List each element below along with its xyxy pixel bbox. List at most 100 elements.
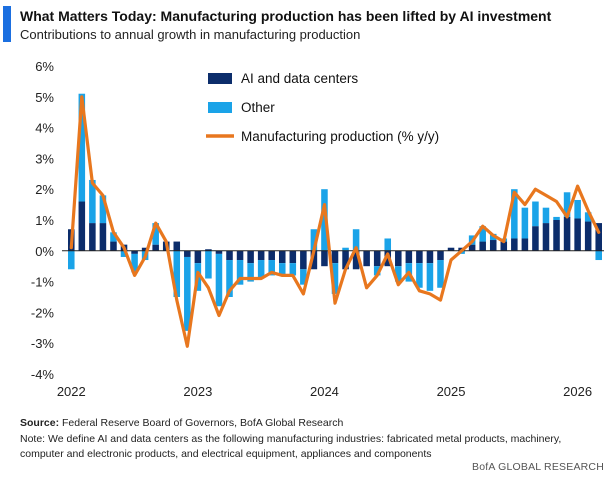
bar-ai [352, 250, 360, 270]
bar-other [68, 250, 75, 270]
bar-ai [236, 250, 244, 261]
bar-other [226, 260, 233, 297]
bar-other [352, 229, 360, 251]
bar-other [120, 250, 128, 257]
bar-other [289, 263, 297, 276]
x-tick-label: 2023 [183, 384, 212, 399]
bar-other [542, 207, 550, 224]
bar-other [268, 260, 275, 276]
bar-ai [553, 220, 560, 251]
production-line [69, 95, 601, 348]
bar-ai [289, 250, 297, 264]
bar-ai [78, 201, 86, 251]
legend-swatch-ai [208, 73, 232, 84]
bar-ai [205, 249, 212, 251]
bar-other [532, 201, 539, 227]
bar-other [395, 266, 402, 282]
legend-label-line: Manufacturing production (% y/y) [241, 129, 439, 144]
bar-ai [373, 250, 381, 267]
footnote: Note: We define AI and data centers as t… [20, 433, 562, 460]
bar-ai [321, 250, 328, 267]
y-tick-label: 0% [35, 244, 54, 259]
bar-other [511, 189, 518, 239]
bar-other [521, 207, 529, 239]
y-tick-label: 6% [35, 59, 54, 74]
bar-ai [268, 250, 275, 261]
legend: AI and data centers Other Manufacturing … [206, 71, 439, 144]
bar-ai [152, 244, 159, 251]
bar-ai [89, 223, 96, 251]
bar-other [184, 256, 191, 331]
bar-other [152, 223, 159, 245]
bar-other [384, 238, 392, 251]
bar-other [416, 263, 423, 288]
y-tick-label: -2% [31, 305, 55, 320]
bar-other [173, 250, 181, 297]
bar-ai [521, 238, 529, 251]
bar-other [300, 269, 307, 285]
bar-ai [426, 250, 434, 264]
bar-ai [489, 240, 497, 251]
bar-other [131, 253, 138, 273]
bar-ai [405, 250, 413, 264]
bar-ai [500, 241, 508, 251]
bar-other [584, 212, 592, 222]
legend-label-ai: AI and data centers [241, 71, 358, 86]
bar-ai [310, 250, 318, 270]
bar-ai [184, 250, 191, 257]
bar-ai [141, 247, 149, 251]
brand-label: BofA GLOBAL RESEARCH [472, 461, 604, 473]
bar-ai [278, 250, 286, 264]
bar-other [574, 199, 581, 219]
bar-other [479, 226, 486, 242]
x-tick-label: 2026 [563, 384, 592, 399]
bar-other [247, 263, 254, 282]
bar-ai [247, 250, 254, 264]
bar-other [595, 250, 602, 261]
bar-ai [131, 250, 138, 254]
production-line-layer [69, 95, 601, 348]
bar-other [99, 195, 107, 224]
bar-ai [584, 221, 592, 251]
bar-ai [257, 250, 265, 261]
bar-other [205, 250, 212, 279]
x-tick-label: 2024 [310, 384, 339, 399]
chart-area: 6%5%4%3%2%1%0%-1%-2%-3%-4% 2022 2023 2024 2… [31, 59, 604, 399]
bar-ai [110, 241, 117, 251]
bar-ai [479, 241, 486, 251]
bar-other [236, 260, 244, 285]
bar-ai [395, 250, 402, 267]
chart-title: What Matters Today: Manufacturing produc… [20, 8, 552, 24]
y-tick-label: -4% [31, 367, 55, 382]
y-tick-label: 5% [35, 90, 54, 105]
bar-other [426, 263, 434, 291]
y-tick-label: -3% [31, 336, 55, 351]
x-tick-label: 2022 [57, 384, 86, 399]
bar-other [310, 229, 318, 251]
bar-ai [532, 226, 539, 251]
bar-other [553, 216, 560, 220]
bar-other [78, 93, 86, 202]
y-tick-label: 2% [35, 182, 54, 197]
bar-ai [595, 223, 602, 251]
bar-ai [437, 250, 444, 261]
bar-ai [574, 218, 581, 251]
bar-ai [194, 250, 202, 264]
bar-other [110, 232, 117, 242]
x-axis: 2022 2023 2024 2025 2026 [57, 384, 592, 399]
y-tick-label: 4% [35, 121, 54, 136]
bar-other [257, 260, 265, 279]
legend-label-other: Other [241, 100, 275, 115]
bar-ai [215, 250, 223, 254]
bar-ai [447, 247, 455, 251]
bar-other [437, 260, 444, 288]
bar-other [89, 179, 96, 224]
bar-ai [342, 250, 349, 270]
bar-other [331, 263, 339, 294]
bar-ai [468, 244, 476, 251]
bar-other [342, 247, 349, 251]
bar-other [278, 263, 286, 276]
bar-ai [542, 223, 550, 251]
chart-subtitle: Contributions to annual growth in manufa… [20, 27, 361, 42]
x-tick-label: 2025 [437, 384, 466, 399]
